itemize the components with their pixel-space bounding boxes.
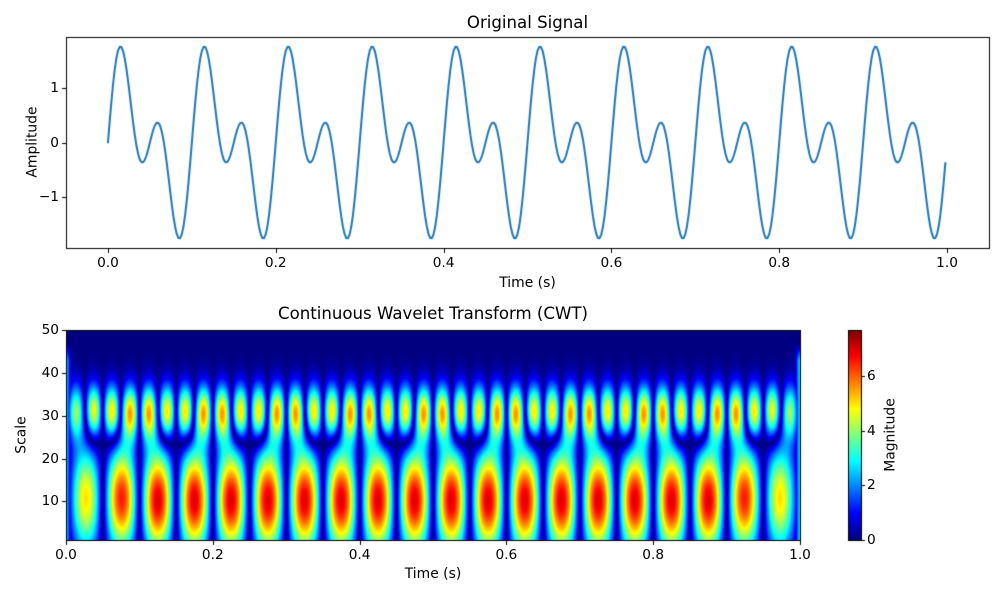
cwt-plot-y-tick-label: 50 — [41, 322, 59, 338]
top-plot-x-tick-label: 1.0 — [936, 255, 958, 271]
cwt-plot-x-tick-label: 0.8 — [642, 547, 665, 563]
cwt-plot-ylabel: Scale — [13, 416, 30, 454]
top-plot-y-tick-label: 0 — [50, 134, 59, 151]
top-plot-y-tick-label: −1 — [38, 189, 59, 206]
cwt-plot-x-tick-label: 0.4 — [348, 547, 371, 563]
top-plot-x-tick-label: 0.4 — [432, 255, 455, 271]
cwt-plot-x-tick-label: 0.2 — [201, 547, 224, 563]
top-plot-title: Original Signal — [466, 13, 589, 32]
cwt-plot-xlabel: Time (s) — [404, 566, 462, 582]
colorbar-tick-label: 6 — [867, 368, 876, 385]
colorbar-tick-label: 4 — [867, 422, 876, 439]
top-plot-x-tick-label: 0.2 — [264, 255, 287, 271]
top-plot-ylabel: Amplitude — [24, 106, 41, 178]
colorbar-tick-label: 2 — [867, 477, 876, 494]
top-plot-x-tick-label: 0.8 — [768, 255, 791, 271]
cwt-plot-x-tick-label: 0.6 — [495, 547, 518, 563]
cwt-plot-y-tick-label: 20 — [41, 450, 59, 467]
cwt-plot-y-tick-label: 40 — [41, 364, 59, 381]
top-plot-xlabel: Time (s) — [499, 275, 556, 291]
colorbar-tick-label: 0 — [867, 532, 876, 548]
cwt-plot-y-tick-label: 30 — [41, 407, 59, 424]
top-plot-x-tick-label: 0.0 — [97, 255, 119, 271]
top-plot-x-tick-label: 0.6 — [600, 255, 623, 271]
cwt-plot-x-tick-label: 1.0 — [789, 547, 811, 563]
cwt-plot-y-tick-label: 10 — [41, 493, 59, 510]
cwt-plot-x-tick-label: 0.0 — [55, 547, 77, 563]
colorbar-label: Magnitude — [882, 398, 899, 472]
cwt-plot-title: Continuous Wavelet Transform (CWT) — [277, 304, 589, 323]
top-plot-y-tick-label: 1 — [50, 79, 59, 96]
